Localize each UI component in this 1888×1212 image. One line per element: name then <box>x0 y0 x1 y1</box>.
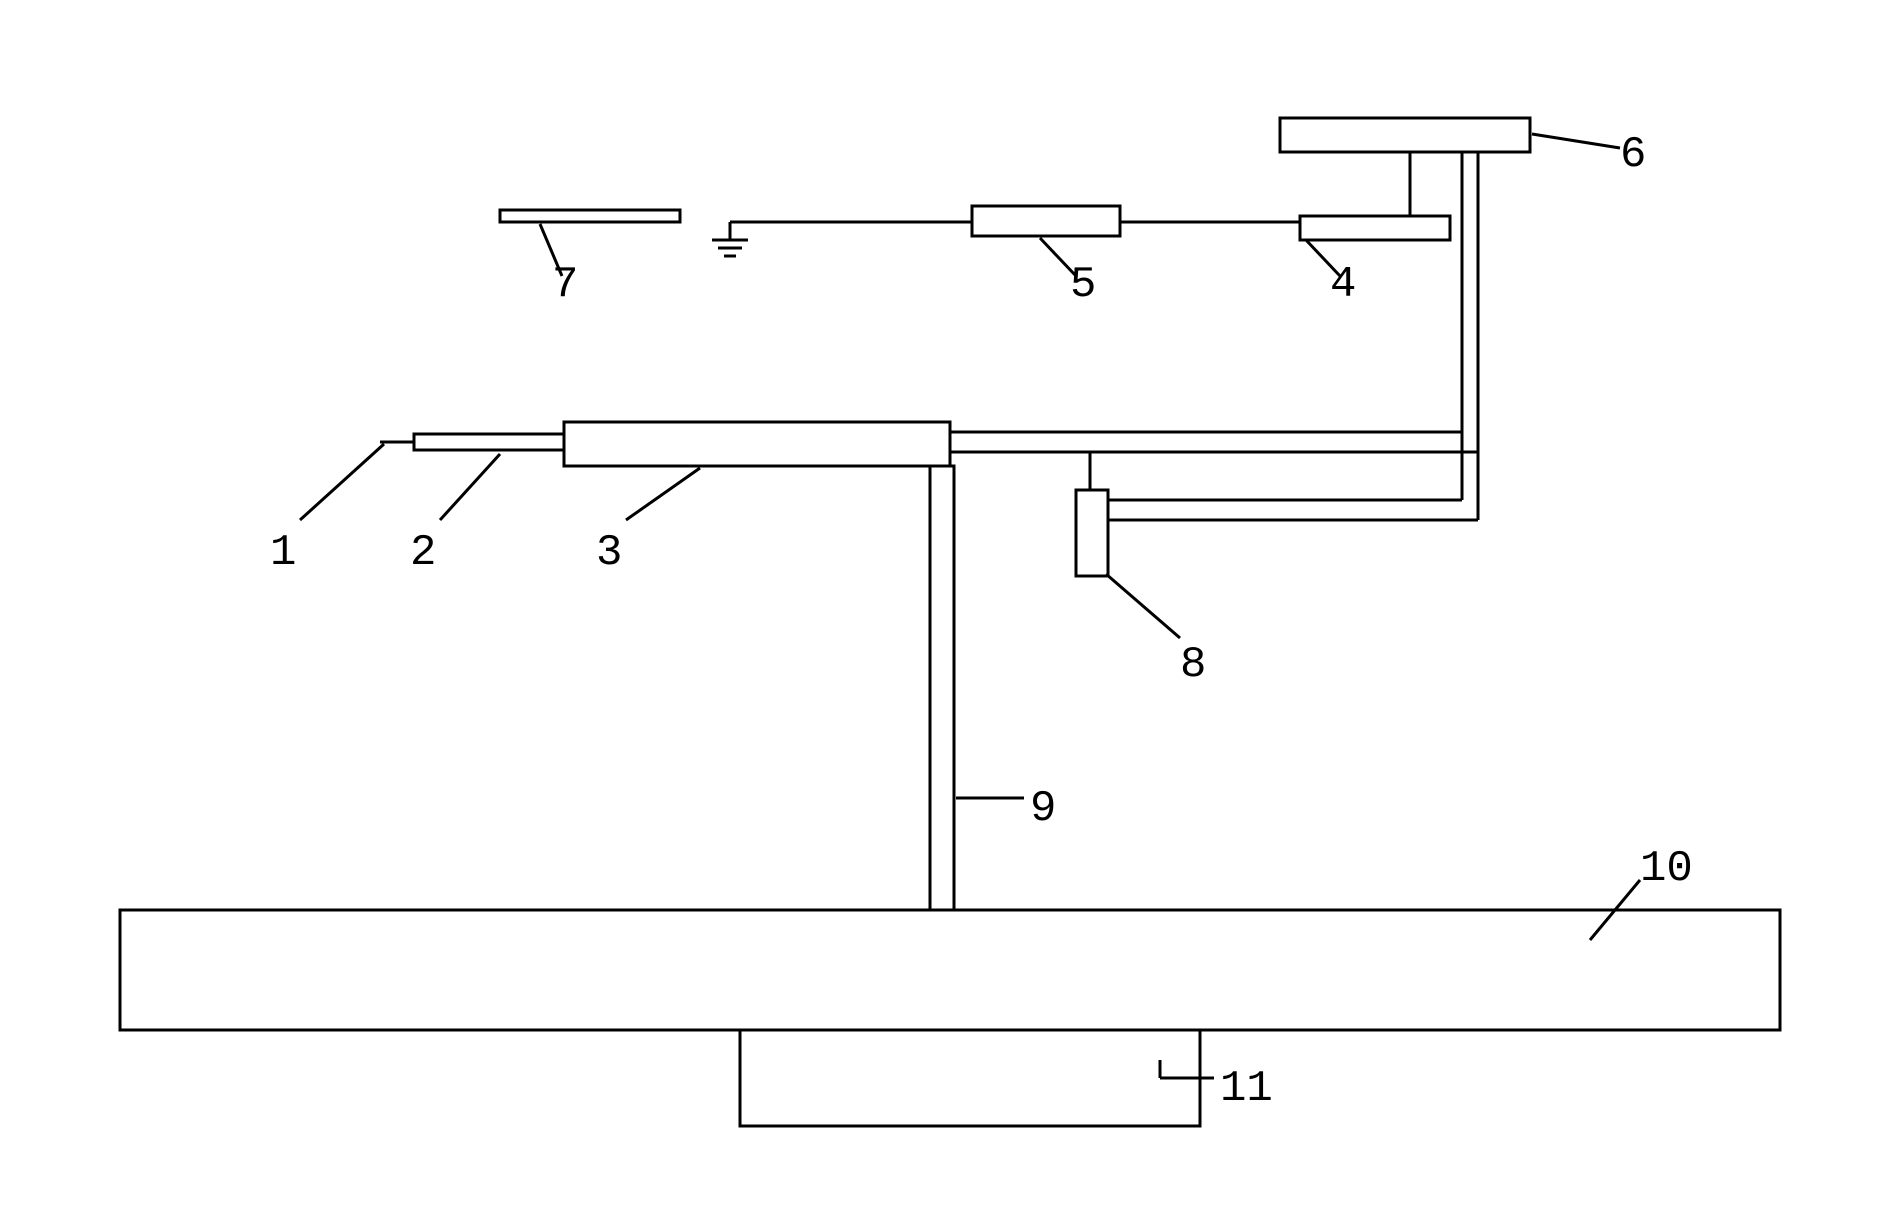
label-3: 3 <box>596 528 622 578</box>
shape-rect5 <box>972 206 1120 236</box>
label-7: 7 <box>552 260 578 310</box>
leader-L6 <box>1532 134 1620 148</box>
shape-rect10 <box>120 910 1780 1030</box>
shape-rect8 <box>1076 490 1108 576</box>
shape-rect7 <box>500 210 680 222</box>
shape-rect2 <box>414 434 564 450</box>
label-5: 5 <box>1070 260 1096 310</box>
shape-rect6 <box>1280 118 1530 152</box>
leader-L2 <box>440 454 500 520</box>
leader-L3 <box>626 468 700 520</box>
label-2: 2 <box>410 528 436 578</box>
shape-rect4 <box>1300 216 1450 240</box>
schematic-svg <box>0 0 1888 1212</box>
label-6: 6 <box>1620 130 1646 180</box>
leader-L1 <box>300 444 384 520</box>
label-9: 9 <box>1030 784 1056 834</box>
shape-rect9 <box>930 466 954 910</box>
label-4: 4 <box>1330 260 1356 310</box>
shape-rect3 <box>564 422 950 466</box>
shape-rect11 <box>740 1030 1200 1126</box>
label-10: 10 <box>1640 844 1693 894</box>
diagram-root: 1 2 3 4 5 6 7 8 9 10 11 <box>0 0 1888 1212</box>
label-1: 1 <box>270 528 296 578</box>
label-11: 11 <box>1220 1064 1273 1114</box>
label-8: 8 <box>1180 640 1206 690</box>
leader-L8 <box>1106 574 1180 638</box>
